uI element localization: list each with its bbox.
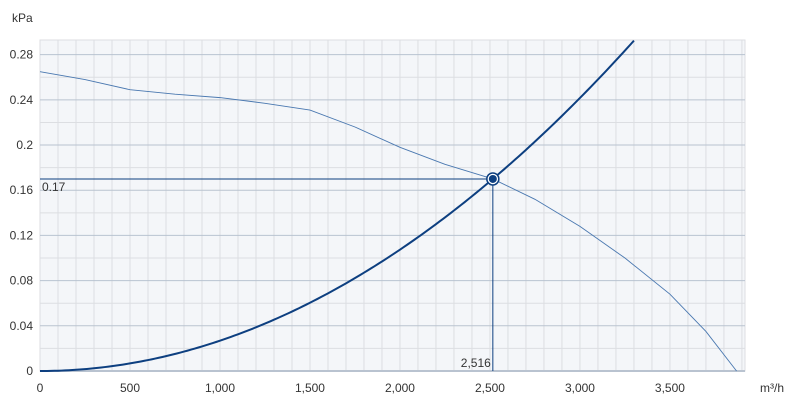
- x-tick-label: 0: [37, 381, 44, 395]
- x-tick-label: 1,000: [205, 381, 235, 395]
- system-curve-line: [39, 39, 635, 372]
- series-layer: [39, 39, 737, 372]
- operating-point-marker: [488, 174, 497, 183]
- y-tick-label: 0.04: [10, 319, 34, 333]
- axis-ticks: 0 500 1,000 1,500 2,000 2,500 3,000 3,500 0 0.04 0…: [10, 48, 686, 395]
- y-axis-label: kPa: [12, 11, 33, 25]
- x-tick-label: 2,500: [475, 381, 505, 395]
- plot-area: [39, 39, 746, 372]
- fan-curve-line: [39, 71, 737, 372]
- operating-point-y-label: 0.17: [42, 180, 66, 194]
- y-tick-label: 0.08: [10, 274, 34, 288]
- y-tick-label: 0.2: [16, 138, 33, 152]
- grid: [40, 40, 745, 372]
- y-tick-label: 0: [26, 364, 33, 378]
- y-tick-label: 0.28: [10, 48, 34, 62]
- operating-point-layer: 2,516 0.17: [40, 172, 500, 371]
- y-tick-label: 0.24: [10, 93, 34, 107]
- x-tick-label: 3,500: [655, 381, 685, 395]
- y-tick-label: 0.16: [10, 183, 34, 197]
- y-tick-label: 0.12: [10, 228, 34, 242]
- x-tick-label: 500: [120, 381, 140, 395]
- operating-point-x-label: 2,516: [461, 356, 491, 370]
- x-tick-label: 3,000: [565, 381, 595, 395]
- x-tick-label: 2,000: [385, 381, 415, 395]
- x-tick-label: 1,500: [295, 381, 325, 395]
- x-axis-label: m³/h: [760, 381, 784, 395]
